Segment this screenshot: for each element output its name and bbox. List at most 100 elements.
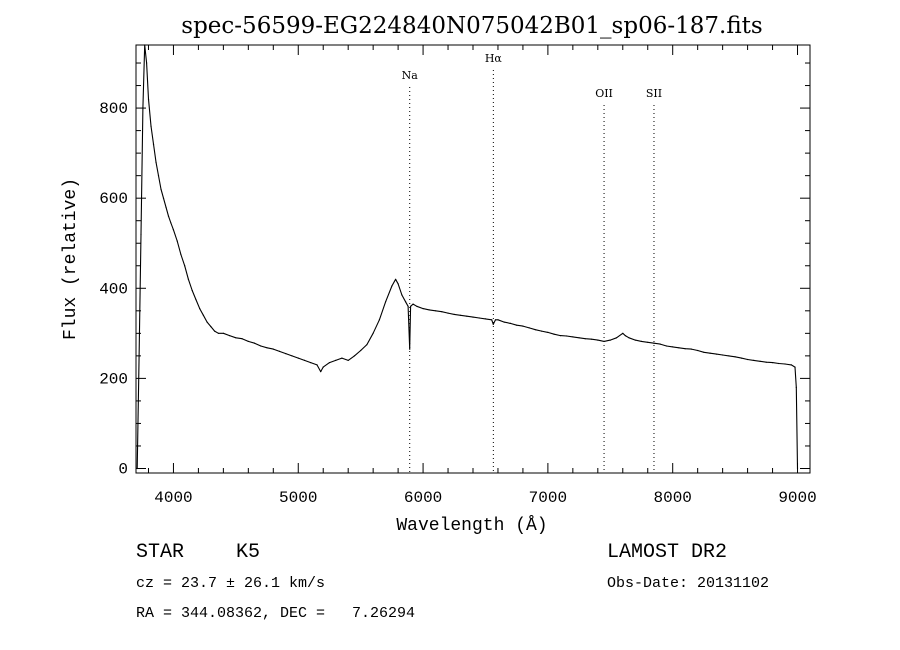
spectrum-point — [410, 305, 412, 307]
spectrum-point — [659, 343, 661, 345]
spectrum-point — [303, 359, 306, 361]
spectrum-point — [441, 311, 443, 313]
spectrum-point — [416, 305, 418, 307]
spectrum-point — [734, 356, 736, 358]
spectrum-point — [640, 340, 643, 342]
spectrum-point — [784, 363, 786, 365]
spectrum-point — [229, 335, 231, 337]
spectrum-point — [170, 222, 172, 224]
spectrum-point — [653, 342, 655, 344]
spectrum-point — [316, 364, 318, 366]
spectrum-point — [747, 358, 749, 361]
spectrum-point — [254, 342, 256, 344]
spectrum-point — [144, 44, 146, 46]
redshift-cz: cz = 23.7 ± 26.1 km/s — [136, 575, 326, 592]
spectrum-point — [690, 348, 693, 350]
spectrum-point — [534, 329, 537, 331]
spectrum-point — [466, 315, 468, 317]
spectrum-point — [202, 314, 204, 316]
spectrum-point — [328, 362, 331, 364]
spectrum-point — [395, 278, 397, 280]
spectrum-point — [310, 362, 312, 364]
spectrum-point — [297, 357, 299, 359]
spectrum-point — [672, 346, 674, 348]
spectrum-point — [494, 319, 497, 321]
spectrum-point — [553, 333, 555, 335]
spectrum-point — [678, 347, 680, 349]
spectrum-point — [217, 332, 219, 334]
spectrum-point — [162, 197, 165, 199]
spectrum-point — [765, 361, 767, 363]
spectrum-point — [366, 344, 368, 346]
plot-frame — [135, 44, 811, 474]
spectrum-point — [615, 337, 618, 339]
y-tick-label: 200 — [99, 370, 128, 388]
spectrum-point — [405, 301, 407, 303]
spectrum-point — [291, 355, 293, 357]
spectrum-point — [266, 347, 268, 349]
spectrum-point — [378, 319, 380, 321]
spectrum-point — [447, 312, 449, 314]
coordinates: RA = 344.08362, DEC = 7.26294 — [136, 605, 416, 622]
spectrum-point — [412, 303, 414, 305]
spectrum-point — [740, 357, 743, 359]
spectrum-point — [753, 359, 755, 361]
y-axis-tick-labels: 0 200 400 600 800 — [99, 100, 128, 478]
spectrum-point — [578, 337, 580, 339]
spectrum-point — [584, 338, 586, 340]
spectrum-line — [136, 44, 799, 469]
spectrum-series — [136, 44, 799, 470]
x-tick-label: 8000 — [654, 489, 692, 507]
spectrum-point — [497, 319, 499, 321]
spectrum-point — [728, 355, 730, 357]
spectrum-point — [172, 229, 174, 231]
spectrum-point — [453, 313, 455, 315]
spectrum-point — [759, 360, 761, 362]
spectrum-point — [665, 345, 668, 347]
y-tick-label: 0 — [118, 460, 128, 478]
spectrum-point — [778, 362, 780, 365]
survey-name: LAMOST DR2 — [607, 541, 728, 564]
spectrum-point — [603, 340, 605, 342]
spectrum-point — [628, 337, 630, 339]
spectrum-point — [372, 332, 374, 334]
spectrum-point — [697, 349, 699, 352]
spectrum-point — [385, 301, 387, 303]
spectrum-point — [703, 351, 705, 353]
x-axis-ticks — [147, 45, 799, 473]
y-tick-label: 800 — [99, 100, 128, 118]
spectrum-point — [559, 335, 562, 337]
spectrum-point — [140, 233, 142, 235]
spectrum-point — [715, 353, 718, 355]
spectrum-point — [492, 323, 494, 325]
spectrum-point — [522, 325, 524, 327]
spectrum-point — [152, 143, 155, 145]
spectrum-point — [360, 349, 362, 352]
spectral-line-label: Hα — [485, 52, 503, 65]
x-axis-label: Wavelength (Å) — [396, 515, 547, 536]
spectrum-point — [235, 337, 237, 339]
spectrum-point — [136, 467, 138, 470]
x-tick-label: 4000 — [154, 489, 192, 507]
observation-date: Obs-Date: 20131102 — [607, 575, 770, 592]
spectrum-point — [566, 335, 568, 337]
spectrum-point — [772, 362, 774, 364]
spectrum-point — [285, 353, 287, 355]
spectrum-point — [409, 348, 411, 350]
spectrum-point — [322, 366, 324, 368]
spectrum-point — [591, 338, 593, 340]
spectrum-point — [272, 348, 274, 350]
spectral-line-label: OII — [595, 87, 613, 100]
spectrum-point — [157, 175, 160, 177]
spectrum-point — [516, 324, 518, 326]
spectrum-point — [491, 319, 493, 321]
y-tick-label: 400 — [99, 280, 128, 298]
spectrum-point — [180, 253, 182, 256]
spectrum-point — [790, 364, 792, 366]
spectrum-point — [684, 348, 686, 350]
object-subclass: K5 — [236, 541, 261, 564]
spectrum-point — [794, 366, 796, 368]
spectrum-point — [150, 125, 152, 127]
spectrum-point — [335, 359, 337, 361]
